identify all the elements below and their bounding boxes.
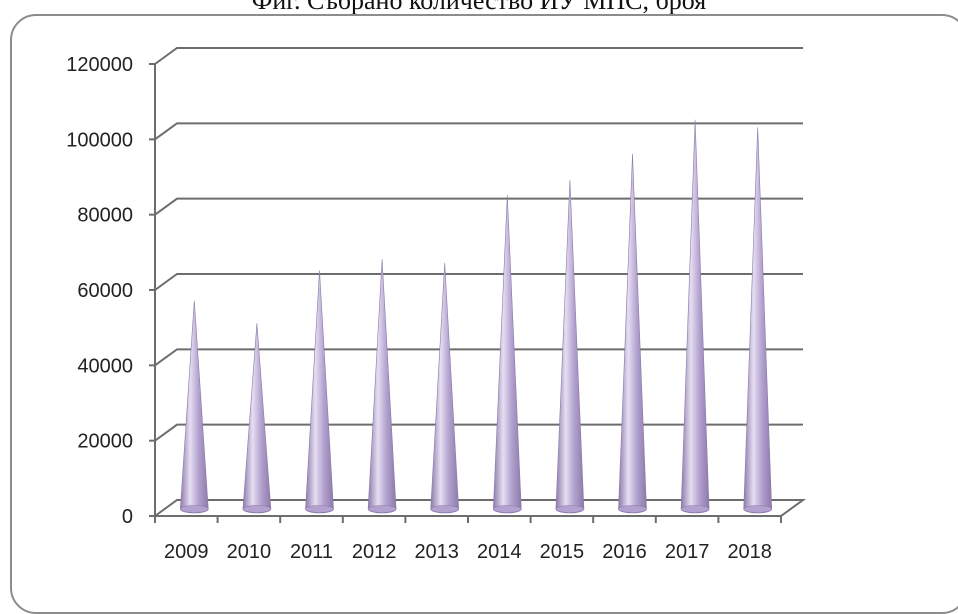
x-tick-label-2010: 2010	[227, 541, 272, 563]
cone-body	[492, 195, 522, 514]
cone-base	[367, 505, 397, 513]
y-tick-label: 80000	[77, 205, 133, 227]
cone-bar-2010	[242, 323, 272, 514]
cone-bar-2009	[179, 300, 209, 514]
x-tick-label-2014: 2014	[477, 541, 522, 563]
x-axis-tick-labels: 2009 2010 2011 2012 2013 2014 2015 2016 2017 2018	[164, 541, 772, 563]
cone-base	[180, 505, 209, 513]
cone-bar-2015	[555, 180, 585, 514]
x-tick-label-2016: 2016	[602, 541, 647, 563]
x-tick-label-2011: 2011	[290, 541, 333, 563]
cone-bar-2017	[680, 119, 710, 514]
cone-base	[618, 505, 647, 513]
cone-base	[492, 505, 522, 513]
cone-body	[618, 153, 647, 514]
gridline-120000	[154, 47, 803, 65]
cone-body	[680, 119, 710, 514]
cone-base	[680, 505, 710, 513]
gridline-80000	[154, 197, 803, 216]
y-tick-label: 100000	[66, 129, 133, 151]
cone-bar-2011	[305, 270, 334, 514]
cone-body	[555, 180, 585, 514]
gridline-40000	[154, 348, 803, 367]
cone-bar-2012	[367, 259, 397, 514]
cone-bar-2016	[618, 153, 647, 514]
y-tick-label: 40000	[77, 355, 133, 377]
gridline-60000	[154, 273, 803, 291]
y-tick-label: 0	[122, 506, 133, 528]
y-axis-tick-labels: 0 20000 40000 60000 80000 100000 120000	[66, 54, 133, 528]
cone-body	[179, 300, 209, 514]
cone-bar-2018	[743, 127, 773, 514]
y-tick-label: 20000	[77, 431, 133, 453]
cone-body	[367, 259, 397, 514]
y-tick-label: 120000	[66, 54, 133, 76]
cone-base	[743, 505, 773, 513]
x-tick-label-2009: 2009	[164, 541, 209, 563]
y-tick-label: 60000	[77, 280, 133, 302]
cone-base	[305, 505, 334, 513]
gridline-20000	[154, 423, 803, 442]
cone-body	[743, 127, 773, 514]
cone-bar-2014	[492, 195, 522, 514]
cone-base	[242, 505, 272, 513]
gridlines	[154, 47, 803, 442]
cone-base	[555, 505, 585, 513]
x-tick-label-2018: 2018	[727, 541, 772, 563]
cone-body	[430, 262, 460, 514]
x-tick-label-2013: 2013	[414, 541, 459, 563]
x-tick-label-2017: 2017	[665, 541, 710, 563]
gridline-100000	[154, 122, 803, 141]
x-tick-label-2012: 2012	[352, 541, 397, 563]
cone-body	[305, 270, 334, 514]
cone-bars	[179, 119, 773, 514]
x-tick-label-2015: 2015	[540, 541, 585, 563]
cone-base	[430, 505, 460, 513]
cone-body	[242, 323, 272, 514]
cone-bar-2013	[430, 262, 460, 514]
chart-title: Фиг. Събрано количество ИУ МПС, броя	[251, 0, 707, 15]
